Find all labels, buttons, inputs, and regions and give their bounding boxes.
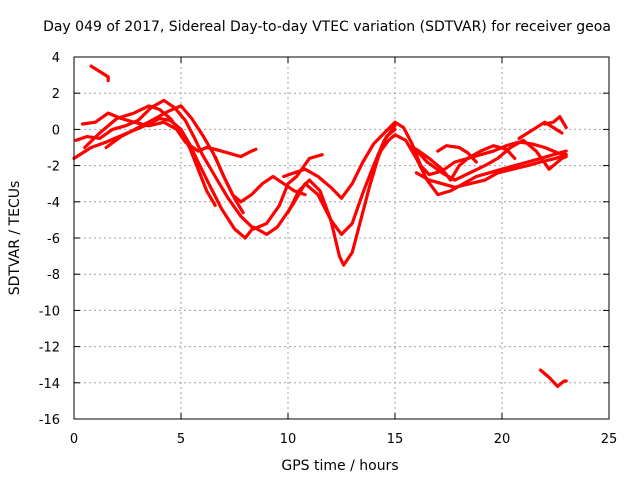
y-tick-label: -12 xyxy=(39,341,60,356)
y-tick-label: -14 xyxy=(39,377,60,392)
plot-frame xyxy=(73,56,610,420)
x-tick-label: 20 xyxy=(494,432,511,447)
series-arc-12 xyxy=(414,144,517,182)
x-tick-label: 10 xyxy=(280,432,297,447)
y-tick-label: 4 xyxy=(52,51,60,66)
series-arc-11 xyxy=(414,153,568,189)
x-tick-label: 25 xyxy=(601,432,618,447)
x-tick-label: 15 xyxy=(387,432,404,447)
series-arc-10 xyxy=(410,138,568,182)
series-arc-9 xyxy=(376,133,568,197)
series-arc-14 xyxy=(517,120,564,140)
x-tick-label: 0 xyxy=(70,432,78,447)
y-tick-label: -2 xyxy=(47,160,60,175)
y-tick-label: -8 xyxy=(47,268,60,283)
x-axis-label: GPS time / hours xyxy=(281,458,398,474)
series-arc-2 xyxy=(74,98,324,231)
series-arc-1 xyxy=(72,116,397,240)
grid-layer xyxy=(74,57,609,419)
series-layer xyxy=(72,64,568,388)
chart-title: Day 049 of 2017, Sidereal Day-to-day VTE… xyxy=(43,19,611,35)
series-arc-15 xyxy=(543,115,568,130)
y-axis-label: SDTVAR / TECUs xyxy=(7,181,23,296)
series-arc-4 xyxy=(81,111,258,159)
series-arc-6 xyxy=(213,155,307,204)
x-tick-label: 5 xyxy=(177,432,185,447)
series-arc-16 xyxy=(89,64,110,83)
series-arc-8 xyxy=(286,127,397,267)
y-tick-label: -4 xyxy=(47,196,60,211)
y-tick-label: -6 xyxy=(47,232,60,247)
y-tick-label: 2 xyxy=(52,87,60,102)
y-tick-label: -16 xyxy=(39,413,60,428)
y-tick-label: -10 xyxy=(39,304,60,319)
series-arc-13 xyxy=(436,144,478,164)
y-tick-label: 0 xyxy=(52,123,60,138)
series-arc-17 xyxy=(538,368,568,388)
